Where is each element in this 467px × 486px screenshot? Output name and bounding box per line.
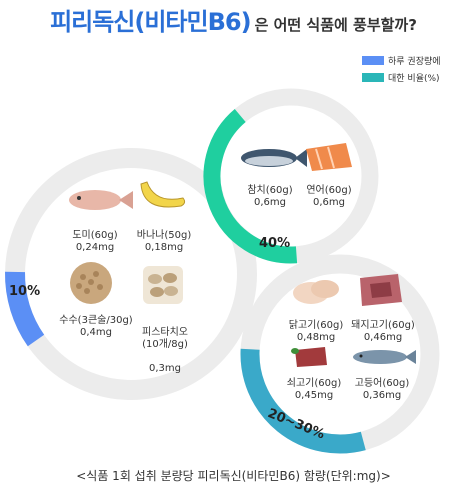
food-name: 도미(60g) xyxy=(72,230,118,241)
beef-icon xyxy=(291,347,327,367)
ring-arc-10-percent xyxy=(5,271,45,347)
food-value: 0,45mg xyxy=(294,390,334,401)
food-label-banana: 바나나(50g) 0,18mg xyxy=(133,230,195,254)
fish-icon xyxy=(69,190,133,210)
legend-label-daily: 하루 권장량에 xyxy=(388,57,441,67)
food-label-tuna: 참치(60g) 0,6mg xyxy=(240,185,300,209)
percent-label-10: 10% xyxy=(9,284,41,299)
food-value: 0,3mg xyxy=(149,363,181,374)
page-title: 피리독신(비타민B6) 은 어떤 식품에 풍부할까? xyxy=(0,2,467,37)
legend-item-daily: 하루 권장량에 xyxy=(362,56,467,68)
food-value: 0,6mg xyxy=(313,197,345,208)
food-label-salmon: 연어(60g) 0,6mg xyxy=(298,185,360,209)
food-name: 수수(3큰술/30g) xyxy=(59,315,133,326)
food-label-chicken: 닭고기(60g) 0,48mg xyxy=(283,320,349,344)
food-name: 바나나(50g) xyxy=(136,230,192,241)
ring-arc-40-percent xyxy=(203,108,298,264)
food-value: 0,4mg xyxy=(80,327,112,338)
food-value: 0,36mg xyxy=(362,390,402,401)
title-main: 피리독신(비타민B6) xyxy=(50,8,251,36)
food-name: 참치(60g) xyxy=(247,185,293,196)
legend-label-ratio: 대한 비율(%) xyxy=(388,74,440,84)
salmon-icon xyxy=(306,143,352,171)
tuna-icon xyxy=(241,149,307,167)
legend-item-ratio: 대한 비율(%) xyxy=(362,73,467,85)
percent-label-40: 40% xyxy=(259,236,291,251)
chart-footer-caption: <식품 1회 섭취 분량당 피리독신(비타민B6) 함량(단위:mg)> xyxy=(76,469,391,483)
food-value: 0,48mg xyxy=(296,332,336,343)
pork-icon xyxy=(360,274,402,306)
food-name: 연어(60g) xyxy=(306,185,352,196)
title-rest: 은 어떤 식품에 풍부할까? xyxy=(254,16,417,34)
food-label-pistachio: 피스타치오 (10개/8g) 0,3mg xyxy=(130,315,200,387)
legend-swatch-teal xyxy=(362,73,384,82)
grain-icon xyxy=(70,262,112,304)
mackerel-icon xyxy=(353,350,416,364)
legend-swatch-blue xyxy=(362,56,384,65)
banana-icon xyxy=(140,181,186,208)
food-value: 0,18mg xyxy=(144,242,184,253)
ring-arc-20-30-percent xyxy=(240,348,366,454)
food-name: 닭고기(60g) xyxy=(288,320,344,331)
food-label-mackerel: 고등어(60g) 0,36mg xyxy=(349,378,415,402)
food-label-beef: 쇠고기(60g) 0,45mg xyxy=(281,378,347,402)
chicken-icon xyxy=(293,280,339,304)
food-value: 0,6mg xyxy=(254,197,286,208)
food-name: 쇠고기(60g) xyxy=(286,378,342,389)
food-name: 피스타치오 (10개/8g) xyxy=(142,327,188,350)
food-label-dome: 도미(60g) 0,24mg xyxy=(65,230,125,254)
food-value: 0,46mg xyxy=(363,332,403,343)
food-name: 돼지고기(60g) xyxy=(351,320,415,331)
food-label-pork: 돼지고기(60g) 0,46mg xyxy=(347,320,419,344)
food-name: 고등어(60g) xyxy=(354,378,410,389)
food-label-sorghum: 수수(3큰술/30g) 0,4mg xyxy=(56,315,136,339)
pistachio-icon xyxy=(143,266,183,304)
food-value: 0,24mg xyxy=(75,242,115,253)
